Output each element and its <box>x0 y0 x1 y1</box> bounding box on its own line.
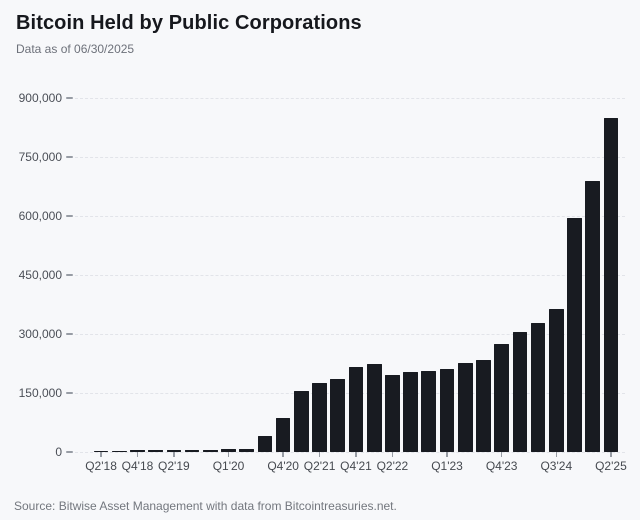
x-axis-tick-label: Q4'23 <box>485 459 518 473</box>
bar-q1-23 <box>439 369 455 452</box>
bar-q2-23 <box>457 362 473 452</box>
x-axis-tick-mark <box>282 452 284 457</box>
x-axis-tick-mark <box>610 452 612 457</box>
bar-q2-21 <box>312 383 327 452</box>
x-axis-tick-mark <box>355 452 357 457</box>
x-axis-tick-label: Q4'18 <box>121 459 154 473</box>
y-axis-tick-mark <box>66 392 73 394</box>
y-axis-tick-mark <box>66 215 73 217</box>
bar-q2-22 <box>385 374 400 452</box>
x-axis-tick-label: Q1'23 <box>431 459 463 473</box>
bar-q4-19 <box>202 449 218 452</box>
x-axis-tick-label: Q2'19 <box>158 459 190 473</box>
gridline <box>75 97 625 99</box>
gridline <box>75 274 625 276</box>
bar-q1-22 <box>366 363 382 452</box>
x-axis-tick-mark <box>227 452 230 457</box>
bar-q3-19 <box>184 449 200 452</box>
bar-q4-21 <box>348 366 364 452</box>
bar-q3-20 <box>257 435 273 452</box>
bar-q1-24 <box>512 331 528 452</box>
x-axis-tick-mark <box>500 452 503 457</box>
bar-q3-18 <box>111 450 127 452</box>
y-axis-tick-label: 600,000 <box>18 209 62 223</box>
y-axis-tick-label: 450,000 <box>18 268 62 282</box>
x-axis-tick-label: Q2'21 <box>303 459 336 473</box>
y-axis-tick-label: 0 <box>55 445 62 459</box>
bar-q3-23 <box>476 359 491 452</box>
bar-q4-22 <box>421 370 437 452</box>
x-axis-tick-mark <box>136 452 139 457</box>
y-axis-tick-mark <box>66 451 73 453</box>
bar-q1-25 <box>585 180 601 452</box>
gridline <box>75 333 625 335</box>
x-axis-tick-mark <box>446 452 448 457</box>
bar-q3-21 <box>330 378 346 452</box>
bar-q1-21 <box>294 391 309 452</box>
x-axis-tick-label: Q3'24 <box>540 459 573 473</box>
x-axis-tick-label: Q4'20 <box>267 459 299 473</box>
y-axis-tick-label: 750,000 <box>18 150 62 164</box>
chart-title: Bitcoin Held by Public Corporations <box>16 12 362 34</box>
y-axis-tick-label: 900,000 <box>18 91 62 105</box>
bar-q4-18 <box>130 450 145 452</box>
bar-q2-19 <box>166 450 182 452</box>
bar-q4-20 <box>275 418 291 452</box>
x-axis-tick-label: Q2'25 <box>595 459 627 473</box>
y-axis-tick-mark <box>66 333 73 335</box>
bar-q2-25 <box>603 118 619 452</box>
bar-q3-22 <box>403 372 418 452</box>
source-note: Source: Bitwise Asset Management with da… <box>14 499 397 513</box>
y-axis-tick-mark <box>66 97 73 99</box>
chart-subtitle: Data as of 06/30/2025 <box>16 42 135 56</box>
bar-q2-20 <box>239 449 255 452</box>
x-axis-tick-mark <box>318 452 321 457</box>
y-axis-tick-label: 300,000 <box>18 327 62 341</box>
x-axis-tick-label: Q4'21 <box>340 459 372 473</box>
bar-q2-24 <box>530 323 546 452</box>
bar-q1-20 <box>221 449 236 452</box>
bar-q2-18 <box>93 450 109 452</box>
bar-q3-24 <box>548 309 564 452</box>
gridline <box>75 156 625 158</box>
x-axis-tick-mark <box>100 452 102 457</box>
y-axis-tick-mark <box>66 274 73 276</box>
x-axis-tick-mark <box>555 452 558 457</box>
gridline <box>75 451 625 453</box>
gridline <box>75 215 625 217</box>
bar-q4-23 <box>494 344 509 452</box>
x-axis-tick-label: Q2'22 <box>376 459 409 473</box>
x-axis-tick-mark <box>173 452 175 457</box>
y-axis-tick-mark <box>66 156 73 158</box>
bar-q1-19 <box>148 450 164 452</box>
y-axis-tick-label: 150,000 <box>18 386 62 400</box>
x-axis-tick-label: Q1'20 <box>212 459 245 473</box>
bar-q4-24 <box>567 218 582 452</box>
x-axis-tick-mark <box>391 452 394 457</box>
x-axis-tick-label: Q2'18 <box>85 459 117 473</box>
